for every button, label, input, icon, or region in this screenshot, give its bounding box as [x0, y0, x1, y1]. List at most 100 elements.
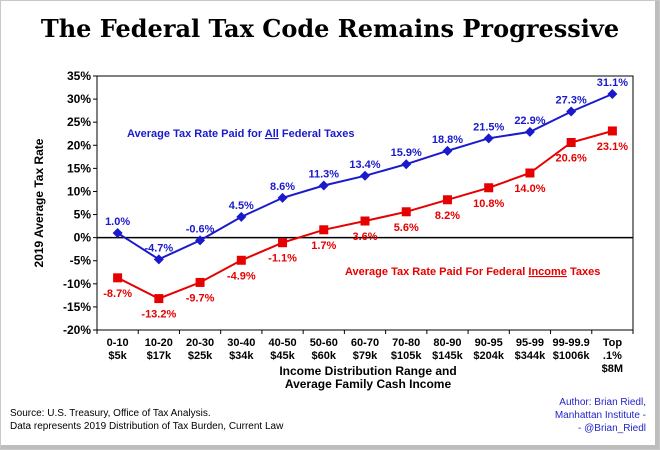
- x-tick-label: $204k: [473, 350, 504, 362]
- series-1-data-label: 22.9%: [514, 115, 545, 127]
- y-tick-label: -20%: [63, 323, 91, 337]
- x-tick-label: 90-95: [475, 337, 503, 349]
- y-axis-title: 2019 Average Tax Rate: [32, 138, 46, 267]
- series-1-data-label: 11.3%: [308, 168, 339, 180]
- x-tick-label: 30-40: [227, 337, 255, 349]
- legend-text-part: Average Tax Rate Paid for: [127, 128, 265, 140]
- series-2-point: [360, 216, 370, 226]
- series-1-legend-label: Average Tax Rate Paid for All Federal Ta…: [127, 128, 354, 140]
- x-tick-label: 40-50: [268, 337, 296, 349]
- series-1-point: [318, 180, 329, 191]
- x-tick-label: $5k: [108, 350, 127, 362]
- y-tick-label: 10%: [67, 184, 91, 198]
- x-tick-label: $105k: [391, 350, 422, 362]
- series-2-point: [319, 225, 329, 235]
- series-1-point: [524, 126, 535, 137]
- author-line-2: Manhattan Institute -: [554, 410, 646, 421]
- x-tick-label: 10-20: [145, 337, 173, 349]
- x-tick-label: $34k: [229, 350, 254, 362]
- y-tick-label: 20%: [67, 138, 91, 152]
- series-2-data-label: 1.7%: [311, 240, 336, 252]
- legend-text-part: Taxes: [567, 266, 600, 278]
- series-1-data-label: -0.6%: [186, 223, 215, 235]
- series-2-point: [566, 138, 576, 148]
- x-tick-label: $145k: [432, 350, 463, 362]
- author-credit: Author: Brian Riedl, Manhattan Institute…: [555, 396, 646, 435]
- series-2-point: [278, 238, 288, 248]
- series-1-point: [442, 145, 453, 156]
- x-tick-label: 99-99.9: [552, 337, 589, 349]
- legend-text-part: Income: [528, 266, 567, 278]
- series-2-data-label: 23.1%: [597, 141, 628, 153]
- series-2-data-label: -8.7%: [103, 288, 132, 300]
- plot-area-border: [96, 75, 634, 331]
- y-tick-label: 15%: [67, 161, 91, 175]
- series-2-data-label: 8.2%: [435, 210, 460, 222]
- x-tick-label: $17k: [147, 350, 172, 362]
- series-2-data-label: -13.2%: [141, 309, 176, 321]
- series-1-point: [483, 133, 494, 144]
- x-tick-label: Top: [603, 337, 623, 349]
- x-tick-label: $344k: [515, 350, 546, 362]
- series-1-data-label: 27.3%: [556, 95, 587, 107]
- author-line-3: - @Brian_Riedl: [578, 423, 646, 434]
- series-1-point: [277, 192, 288, 203]
- series-2-legend-label: Average Tax Rate Paid For Federal Income…: [345, 266, 600, 278]
- legend-text-part: All: [265, 128, 279, 140]
- x-tick-label: $1006k: [553, 350, 591, 362]
- author-line-1: Author: Brian Riedl,: [559, 397, 646, 408]
- series-1-point: [401, 159, 412, 170]
- series-2-data-label: -1.1%: [268, 253, 297, 265]
- series-1-point: [112, 228, 123, 239]
- series-1-point: [236, 211, 247, 222]
- series-1-data-label: 31.1%: [597, 77, 628, 89]
- series-1-point: [153, 254, 164, 265]
- y-tick-label: 35%: [67, 69, 91, 83]
- series-2-data-label: -9.7%: [186, 292, 215, 304]
- series-1-data-label: 18.8%: [432, 134, 463, 146]
- x-tick-label: 50-60: [310, 337, 338, 349]
- chart-title: The Federal Tax Code Remains Progressive: [40, 14, 620, 43]
- x-tick-label: $8M: [602, 363, 623, 375]
- series-1-data-label: 13.4%: [349, 159, 380, 171]
- source-line-2: Data represents 2019 Distribution of Tax…: [10, 421, 284, 432]
- series-2-data-label: 3.6%: [352, 231, 377, 243]
- series-1-point: [195, 235, 206, 246]
- series-2-point: [113, 273, 123, 283]
- x-tick-label: 60-70: [351, 337, 379, 349]
- legend-text-part: Average Tax Rate Paid For Federal: [345, 266, 528, 278]
- y-tick-label: -15%: [63, 300, 91, 314]
- x-tick-label: .1%: [603, 350, 622, 362]
- y-tick-label: -10%: [63, 277, 91, 291]
- series-2-data-label: 20.6%: [556, 153, 587, 165]
- y-tick-label: 5%: [74, 208, 92, 222]
- series-1-point: [360, 170, 370, 181]
- series-2-point: [484, 183, 494, 193]
- series-2-point: [236, 255, 246, 265]
- series-1-data-label: 21.5%: [473, 121, 504, 133]
- series-2-data-label: 5.6%: [394, 222, 419, 234]
- series-1-data-label: 4.5%: [229, 200, 254, 212]
- series-1-data-label: 8.6%: [270, 181, 295, 193]
- y-tick-label: 30%: [67, 92, 91, 106]
- y-tick-label: 0%: [74, 231, 92, 245]
- series-1-data-label: 15.9%: [391, 147, 422, 159]
- source-note: Source: U.S. Treasury, Office of Tax Ana…: [10, 407, 283, 433]
- x-tick-label: 0-10: [107, 337, 129, 349]
- x-axis-title: Income Distribution Range and: [279, 364, 456, 378]
- series-2-data-label: -4.9%: [227, 270, 256, 282]
- series-2-data-label: 14.0%: [514, 183, 545, 195]
- series-2-point: [442, 195, 452, 205]
- x-tick-label: 95-99: [516, 337, 544, 349]
- x-tick-label: 80-90: [433, 337, 461, 349]
- series-2-point: [607, 126, 617, 136]
- series-2-point: [195, 277, 205, 287]
- series-1-point: [607, 89, 618, 100]
- legend-text-part: Federal Taxes: [279, 128, 355, 140]
- y-tick-label: 25%: [67, 115, 91, 129]
- series-1-data-label: 1.0%: [105, 216, 130, 228]
- x-tick-label: $45k: [270, 350, 295, 362]
- x-tick-label: 70-80: [392, 337, 420, 349]
- x-axis-title: Average Family Cash Income: [285, 377, 452, 391]
